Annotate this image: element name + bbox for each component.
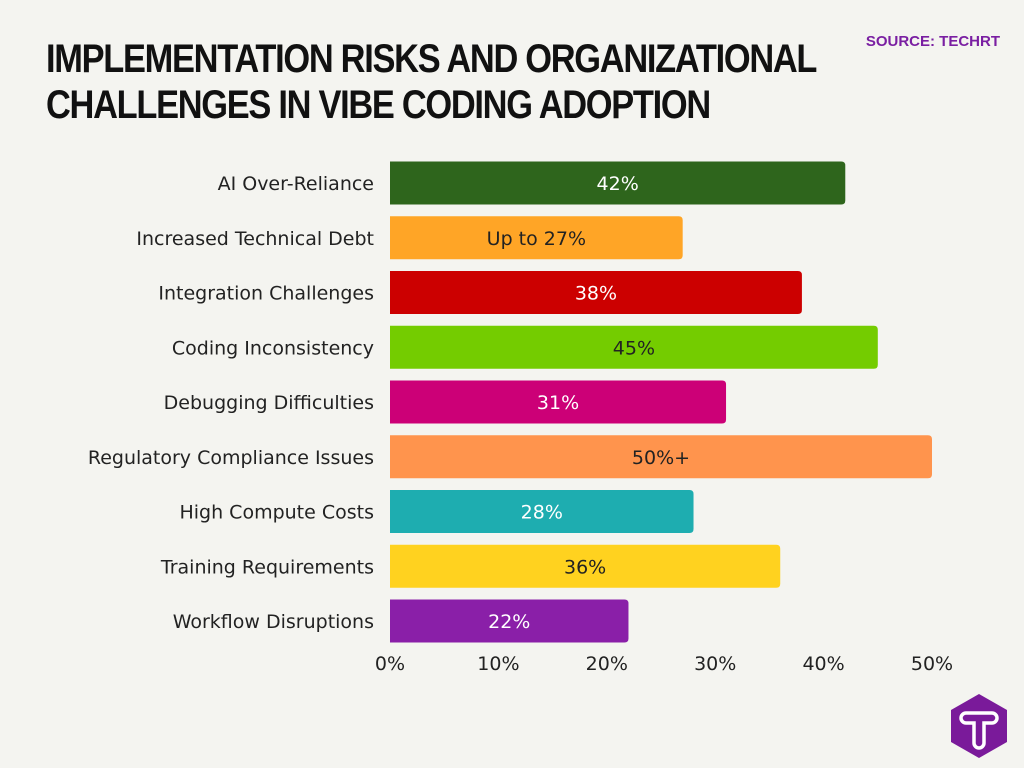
bar <box>390 380 727 424</box>
bar <box>390 490 694 533</box>
x-tick-label: 0% <box>375 653 405 675</box>
category-label: Coding Inconsistency <box>172 337 374 359</box>
bar <box>390 271 802 314</box>
category-label: Increased Technical Debt <box>136 228 374 250</box>
data-label: 31% <box>537 392 579 414</box>
category-label: Workflow Disruptions <box>173 611 374 633</box>
data-label: 50%+ <box>632 447 690 469</box>
x-tick-label: 10% <box>477 653 519 675</box>
bar <box>390 161 846 205</box>
category-label: Debugging Difficulties <box>164 392 374 414</box>
data-label: 45% <box>613 337 655 359</box>
x-tick-label: 30% <box>694 653 736 675</box>
data-label: Up to 27% <box>487 228 586 250</box>
title-line-1: IMPLEMENTATION RISKS AND ORGANIZATIONAL <box>46 37 817 81</box>
category-label: Training Requirements <box>160 556 374 578</box>
category-label: AI Over-Reliance <box>218 173 374 195</box>
bar <box>390 435 932 479</box>
bar <box>390 599 629 643</box>
chart-title: IMPLEMENTATION RISKS AND ORGANIZATIONAL C… <box>46 36 820 128</box>
x-tick-label: 50% <box>911 653 953 675</box>
x-tick-label: 40% <box>802 653 844 675</box>
x-tick-label: 20% <box>586 653 628 675</box>
techrt-logo-icon <box>951 694 1007 758</box>
data-label: 28% <box>521 502 563 524</box>
category-label: High Compute Costs <box>179 502 374 524</box>
bar <box>390 216 683 260</box>
bar <box>390 544 781 588</box>
category-label: Regulatory Compliance Issues <box>88 447 374 469</box>
category-label: Integration Challenges <box>158 283 374 305</box>
data-label: 22% <box>488 611 530 633</box>
data-label: 38% <box>575 283 617 305</box>
source-label: SOURCE: TECHRT <box>865 33 1000 50</box>
data-label: 36% <box>564 556 606 578</box>
data-label: 42% <box>597 173 639 195</box>
title-line-2: CHALLENGES IN VIBE CODING ADOPTION <box>46 83 711 127</box>
bar <box>390 325 878 369</box>
